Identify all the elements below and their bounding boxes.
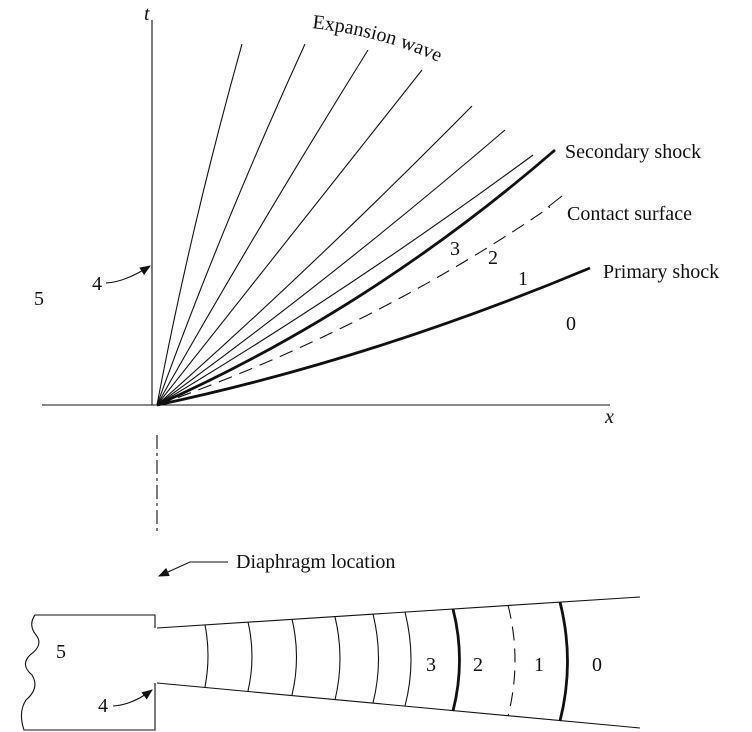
fan-line (156, 105, 473, 406)
contact-leader (547, 195, 563, 208)
wave-front (247, 621, 253, 692)
secondary-shock (156, 148, 556, 407)
region-label: 4 (98, 695, 108, 717)
region-label: 4 (92, 273, 102, 295)
diaphragm-leader (157, 561, 228, 577)
region-arrow (112, 689, 153, 707)
wave-front (291, 618, 297, 696)
wave-front (334, 616, 341, 701)
fan-line (156, 43, 243, 406)
wave-front (372, 613, 380, 704)
diaphragm-label: Diaphragm location (236, 551, 395, 573)
region-label: 2 (488, 247, 498, 269)
contact-label: Contact surface (567, 203, 692, 225)
region-label: 3 (426, 654, 436, 676)
fan-line (156, 49, 369, 406)
region-label: 1 (518, 268, 528, 290)
primary-shock (156, 266, 591, 407)
region-label: 3 (450, 238, 460, 260)
wave-front (404, 611, 412, 707)
primary-shock-front (558, 601, 569, 722)
contact-surface (156, 206, 551, 406)
nozzle-waves (204, 601, 569, 722)
region-arrow (105, 265, 151, 284)
region-label: 1 (534, 654, 544, 676)
fan-line (156, 69, 423, 406)
fan-line (156, 43, 306, 406)
region-label: 0 (592, 654, 602, 676)
contact-front (507, 604, 516, 717)
expansion-label: Expansion wave (311, 11, 445, 67)
region-label: 0 (566, 313, 576, 335)
fan-line (156, 154, 534, 406)
region-label: 2 (473, 654, 483, 676)
wave-front (204, 624, 209, 688)
expansion-label-text: Expansion wave (311, 11, 445, 67)
driver-section (20, 614, 156, 731)
nozzle-wall (156, 596, 641, 629)
xt-axes: t x (42, 3, 614, 428)
expansion-fan (156, 43, 534, 406)
primary-label: Primary shock (603, 261, 719, 283)
x-axis-label: x (604, 406, 614, 428)
fan-line (156, 129, 506, 406)
region-label: 5 (56, 641, 66, 663)
secondary-shock-front (451, 608, 461, 712)
nozzle-wall (156, 682, 641, 729)
t-axis-label: t (144, 3, 150, 25)
region-label: 5 (34, 288, 44, 310)
secondary-label: Secondary shock (565, 141, 701, 163)
